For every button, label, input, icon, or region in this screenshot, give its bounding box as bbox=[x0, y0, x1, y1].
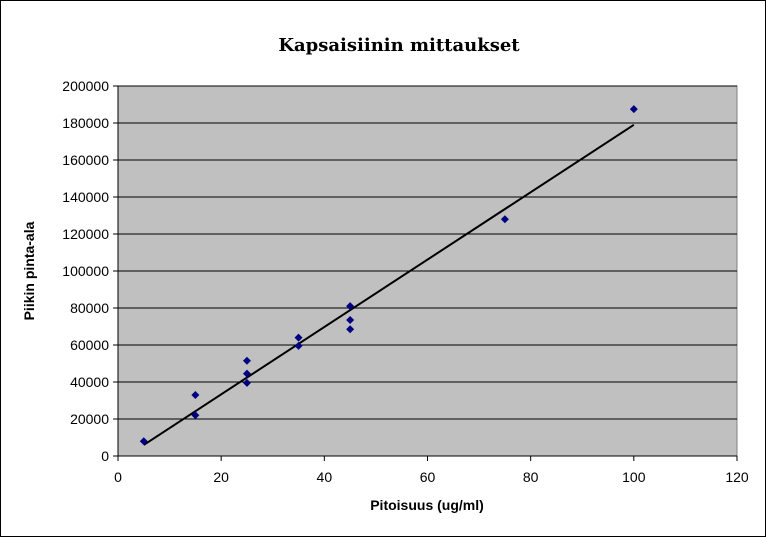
y-tick-label: 80000 bbox=[70, 300, 109, 316]
y-axis: 0 20000 40000 60000 80000 100000 120000 140000 1… bbox=[62, 78, 119, 464]
y-tick-label: 20000 bbox=[70, 411, 109, 427]
trendline-group bbox=[143, 124, 635, 446]
chart-title: Kapsaisiinin mittaukset bbox=[278, 35, 520, 56]
x-tick-label: 100 bbox=[622, 469, 646, 485]
data-point bbox=[346, 316, 355, 325]
x-axis: 0 20 40 60 80 100 120 bbox=[114, 455, 749, 485]
y-tick-label: 160000 bbox=[62, 152, 109, 168]
y-tick-label: 60000 bbox=[70, 337, 109, 353]
data-point bbox=[629, 105, 638, 114]
data-point bbox=[139, 437, 148, 446]
x-tick-label: 0 bbox=[114, 469, 122, 485]
data-point bbox=[294, 341, 303, 350]
x-tick-label: 80 bbox=[523, 469, 539, 485]
y-tick-label: 40000 bbox=[70, 374, 109, 390]
x-axis-title: Pitoisuus (ug/ml) bbox=[370, 497, 484, 513]
data-point bbox=[242, 378, 251, 387]
y-axis-title: Piikin pinta-ala bbox=[21, 221, 37, 320]
x-tick-label: 40 bbox=[317, 469, 333, 485]
y-tick-label: 100000 bbox=[62, 263, 109, 279]
data-point bbox=[242, 356, 251, 365]
data-point bbox=[191, 390, 200, 399]
y-tick-label: 200000 bbox=[62, 78, 109, 94]
data-point bbox=[346, 325, 355, 334]
y-tick-label: 0 bbox=[101, 448, 109, 464]
x-tick-label: 120 bbox=[725, 469, 749, 485]
y-tick-label: 120000 bbox=[62, 226, 109, 242]
y-tick-label: 140000 bbox=[62, 189, 109, 205]
y-tick-label: 180000 bbox=[62, 115, 109, 131]
data-point bbox=[500, 215, 509, 224]
data-point bbox=[191, 411, 200, 420]
data-point bbox=[294, 333, 303, 342]
gridlines bbox=[118, 85, 737, 420]
data-point bbox=[242, 369, 251, 378]
x-tick-label: 20 bbox=[213, 469, 229, 485]
data-point bbox=[346, 302, 355, 311]
trendline bbox=[143, 124, 635, 446]
data-points bbox=[139, 105, 638, 446]
x-tick-label: 60 bbox=[420, 469, 436, 485]
